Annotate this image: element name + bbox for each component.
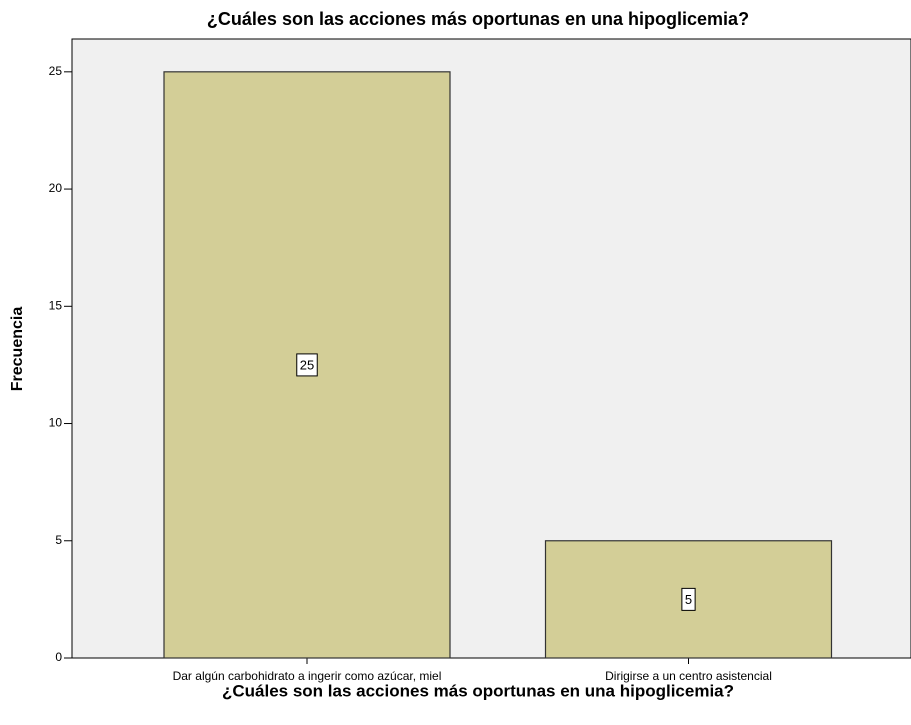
y-tick-label: 15 (49, 298, 63, 312)
data-label-box (296, 353, 318, 377)
y-tick-label: 5 (55, 533, 62, 547)
y-tick-label: 10 (49, 416, 63, 430)
y-tick-label: 25 (49, 64, 63, 78)
y-tick-label: 0 (55, 650, 62, 664)
y-axis-label: Frecuencia (9, 307, 26, 392)
data-label: 5 (685, 592, 692, 607)
y-tick-label: 20 (49, 181, 63, 195)
x-tick-label: Dar algún carbohidrato a ingerir como az… (173, 669, 442, 683)
data-label: 25 (300, 357, 314, 372)
data-label-box (681, 587, 696, 611)
x-axis-label: ¿Cuáles son las acciones más oportunas e… (222, 681, 734, 700)
chart-title: ¿Cuáles son las acciones más oportunas e… (207, 9, 749, 29)
x-tick-label: Dirigirse a un centro asistencial (605, 669, 772, 683)
